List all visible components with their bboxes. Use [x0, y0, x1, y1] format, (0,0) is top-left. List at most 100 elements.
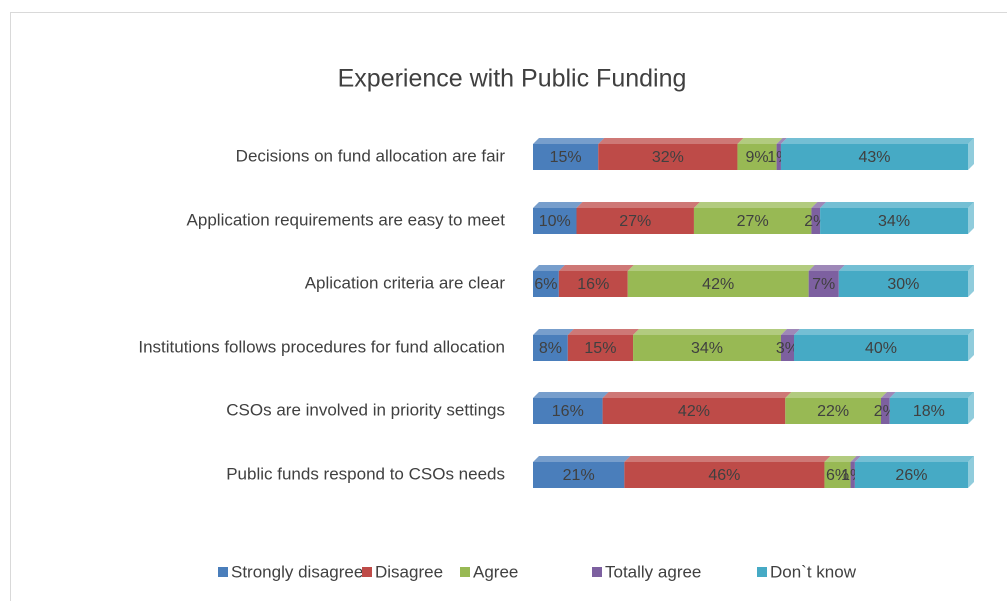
legend-label: Totally agree: [605, 562, 701, 581]
bar-top: [824, 456, 857, 462]
value-label: 30%: [887, 276, 919, 293]
legend-label: Agree: [473, 562, 518, 581]
bar: [889, 398, 968, 424]
bar: [533, 462, 625, 488]
bar: [780, 144, 968, 170]
bar-top: [627, 265, 815, 271]
bar-top: [567, 329, 640, 335]
bar: [850, 462, 855, 488]
chart-title: Experience with Public Funding: [338, 65, 687, 93]
bar-top: [820, 202, 974, 208]
value-label: 22%: [817, 403, 849, 420]
bar-top: [558, 265, 634, 271]
category-label: Public funds respond to CSOs needs: [226, 464, 505, 483]
legend-label: Don`t know: [770, 562, 857, 581]
legend-swatch: [592, 567, 602, 577]
bar-top: [533, 138, 605, 144]
bar: [533, 144, 599, 170]
bar: [854, 462, 968, 488]
legend-label: Strongly disagree: [231, 562, 363, 581]
value-label: 10%: [539, 213, 571, 230]
bar-top: [737, 138, 783, 144]
bar: [693, 208, 812, 234]
bar: [558, 271, 628, 297]
value-label: 16%: [552, 403, 584, 420]
bar-top: [808, 265, 845, 271]
legend-label: Disagree: [375, 562, 443, 581]
bar: [598, 144, 738, 170]
value-label: 46%: [708, 467, 740, 484]
bar: [808, 271, 839, 297]
bar-top: [881, 392, 896, 398]
bar: [533, 398, 603, 424]
bar-top: [602, 392, 792, 398]
value-label: 26%: [895, 467, 927, 484]
category-label: Institutions follows procedures for fund…: [138, 337, 505, 356]
value-label: 27%: [619, 213, 651, 230]
value-label: 32%: [652, 149, 684, 166]
bar-top: [850, 456, 861, 462]
legend-swatch: [757, 567, 767, 577]
bar-top: [576, 202, 700, 208]
bar-top: [785, 392, 887, 398]
bar-top: [693, 202, 818, 208]
bar-side: [968, 456, 974, 488]
bar-side: [968, 202, 974, 234]
legend-swatch: [460, 567, 470, 577]
bar-top: [533, 392, 609, 398]
bar-top: [794, 329, 974, 335]
bar: [533, 271, 559, 297]
bar: [824, 462, 851, 488]
bar-top: [780, 138, 974, 144]
bar: [811, 208, 821, 234]
value-label: 16%: [577, 276, 609, 293]
bar-top: [533, 202, 583, 208]
bar-top: [598, 138, 744, 144]
value-label: 34%: [878, 213, 910, 230]
category-label: CSOs are involved in priority settings: [226, 400, 505, 419]
value-label: 9%: [745, 149, 768, 166]
legend-swatch: [218, 567, 228, 577]
bar: [627, 271, 809, 297]
bar: [838, 271, 968, 297]
value-label: 21%: [563, 467, 595, 484]
legend-swatch: [362, 567, 372, 577]
value-label: 40%: [865, 340, 897, 357]
bar: [776, 144, 781, 170]
value-label: 43%: [858, 149, 890, 166]
value-label: 6%: [826, 467, 849, 484]
bar: [785, 398, 881, 424]
bar-top: [889, 392, 974, 398]
category-label: Application requirements are easy to mee…: [187, 210, 506, 229]
bar-side: [968, 392, 974, 424]
value-label: 7%: [812, 276, 835, 293]
bar: [602, 398, 786, 424]
bar-side: [968, 138, 974, 170]
value-label: 18%: [913, 403, 945, 420]
value-label: 15%: [584, 340, 616, 357]
value-label: 27%: [737, 213, 769, 230]
value-label: 6%: [534, 276, 557, 293]
bar-top: [533, 265, 565, 271]
bar-top: [624, 456, 831, 462]
bar: [533, 208, 577, 234]
bar: [881, 398, 890, 424]
bar-top: [533, 329, 574, 335]
bar-top: [780, 329, 800, 335]
bar: [780, 335, 794, 361]
value-label: 42%: [678, 403, 710, 420]
bar: [633, 335, 781, 361]
bar: [576, 208, 694, 234]
bar: [737, 144, 777, 170]
chart-frame: [10, 12, 1007, 601]
value-label: 15%: [550, 149, 582, 166]
bar: [533, 335, 568, 361]
value-label: 8%: [539, 340, 562, 357]
bar: [624, 462, 825, 488]
category-label: Decisions on fund allocation are fair: [236, 146, 506, 165]
bar-top: [838, 265, 974, 271]
value-label: 42%: [702, 276, 734, 293]
bar: [567, 335, 634, 361]
bar-side: [968, 329, 974, 361]
